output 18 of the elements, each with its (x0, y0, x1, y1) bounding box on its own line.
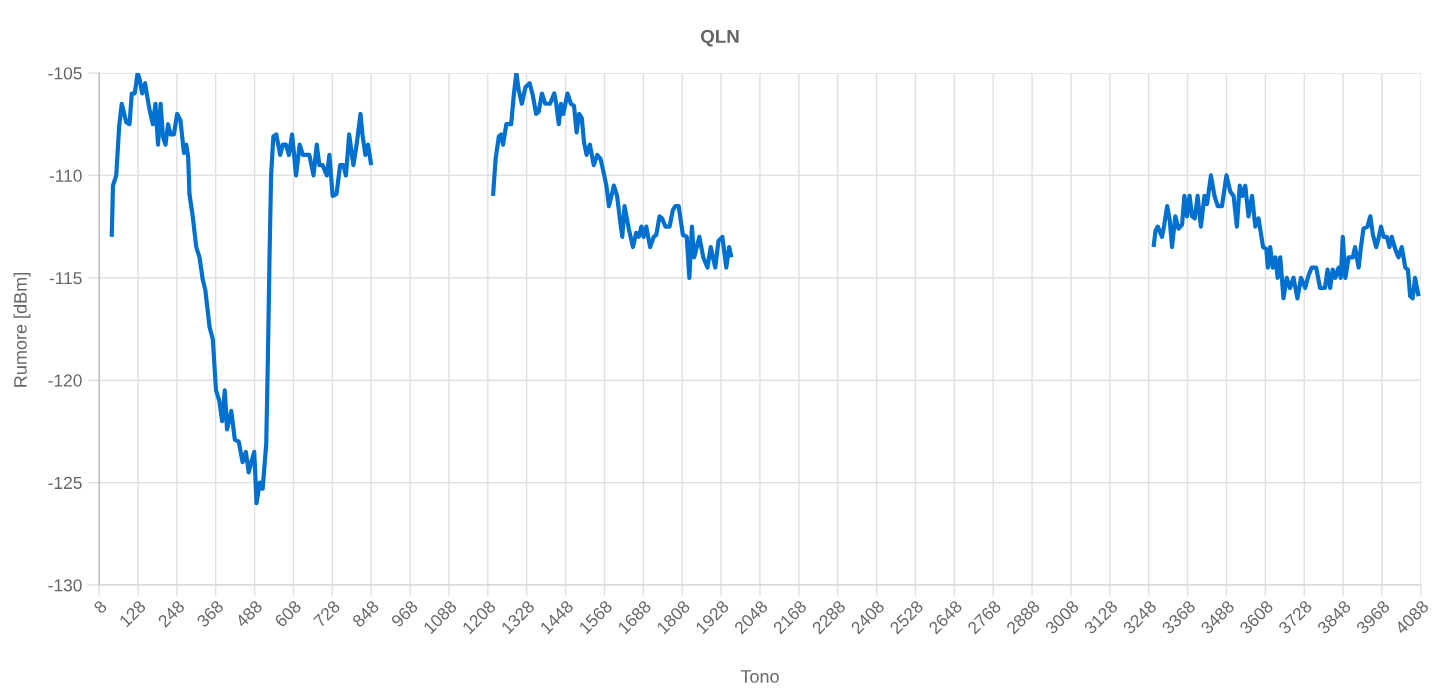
y-tick-label: -110 (49, 169, 82, 182)
y-tick-label: -125 (48, 476, 82, 490)
x-tick-label: 8 (93, 599, 108, 615)
chart-title: QLN (700, 29, 739, 47)
y-tick-label: -115 (49, 272, 82, 285)
x-tick-label: 248 (157, 599, 186, 628)
y-tick-label: -130 (48, 579, 82, 592)
x-tick-label: 848 (351, 599, 380, 628)
x-tick-label: 488 (234, 599, 264, 629)
x-axis-title: Tono (740, 670, 779, 683)
y-tick-label: -120 (48, 374, 82, 387)
x-tick-label: 128 (118, 599, 147, 628)
x-tick-label: 968 (390, 599, 419, 628)
x-tick-label: 728 (312, 599, 341, 628)
y-axis-title: Rumore [dBm] (13, 273, 31, 387)
x-tick-label: 368 (196, 599, 225, 628)
x-tick-label: 608 (273, 599, 302, 628)
y-tick-label: -105 (48, 67, 82, 80)
